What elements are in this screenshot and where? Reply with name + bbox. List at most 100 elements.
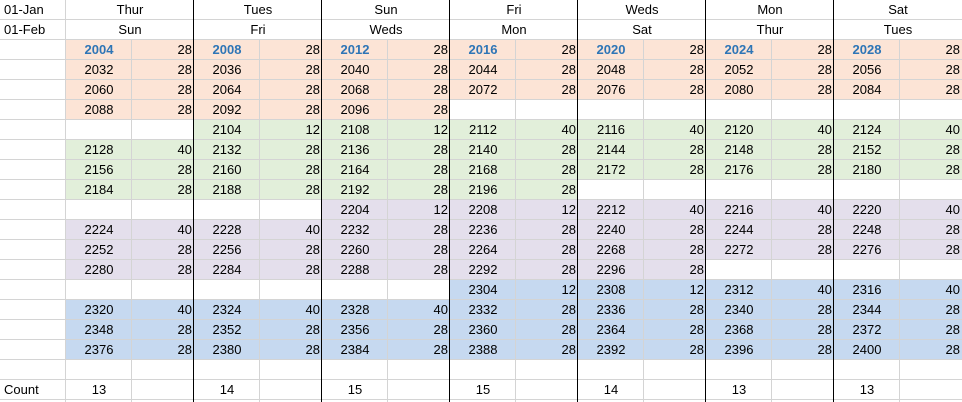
jan-weekday-header[interactable]: Tues [243,2,273,17]
count-cell[interactable]: 14 [603,382,619,397]
year-cell[interactable]: 2072 [468,82,498,97]
year-cell[interactable]: 2104 [212,122,242,137]
year-cell[interactable]: 2108 [340,122,370,137]
year-cell[interactable]: 2232 [340,222,370,237]
corner-label-feb[interactable]: 01-Feb [4,22,46,37]
days-value-cell[interactable]: 28 [817,42,832,57]
year-cell[interactable]: 2384 [340,342,370,357]
days-value-cell[interactable]: 40 [945,122,960,137]
year-cell[interactable]: 2372 [852,322,882,337]
days-value-cell[interactable]: 28 [177,102,192,117]
days-value-cell[interactable]: 28 [305,322,320,337]
year-cell[interactable]: 2020 [596,42,626,57]
year-cell[interactable]: 2260 [340,242,370,257]
feb-weekday-header[interactable]: Weds [369,22,403,37]
year-cell[interactable]: 2124 [852,122,882,137]
year-cell[interactable]: 2272 [724,242,754,257]
year-cell[interactable]: 2004 [84,42,114,57]
year-cell[interactable]: 2040 [340,62,370,77]
days-value-cell[interactable]: 28 [177,82,192,97]
days-value-cell[interactable]: 40 [817,202,832,217]
year-cell[interactable]: 2180 [852,162,882,177]
days-value-cell[interactable]: 28 [561,62,576,77]
year-cell[interactable]: 2392 [596,342,626,357]
year-cell[interactable]: 2076 [596,82,626,97]
days-value-cell[interactable]: 12 [689,282,704,297]
year-cell[interactable]: 2240 [596,222,626,237]
days-value-cell[interactable]: 28 [433,182,448,197]
days-value-cell[interactable]: 28 [433,62,448,77]
year-cell[interactable]: 2328 [340,302,370,317]
year-cell[interactable]: 2052 [724,62,754,77]
year-cell[interactable]: 2048 [596,62,626,77]
year-cell[interactable]: 2032 [84,62,114,77]
jan-weekday-header[interactable]: Sat [888,2,908,17]
days-value-cell[interactable]: 28 [177,42,192,57]
days-value-cell[interactable]: 28 [305,62,320,77]
year-cell[interactable]: 2280 [84,262,114,277]
days-value-cell[interactable]: 12 [561,282,576,297]
year-cell[interactable]: 2016 [468,42,498,57]
days-value-cell[interactable]: 28 [177,262,192,277]
days-value-cell[interactable]: 28 [305,82,320,97]
days-value-cell[interactable]: 28 [433,262,448,277]
days-value-cell[interactable]: 28 [817,342,832,357]
year-cell[interactable]: 2184 [84,182,114,197]
days-value-cell[interactable]: 12 [433,202,448,217]
year-cell[interactable]: 2348 [84,322,114,337]
days-value-cell[interactable]: 40 [945,202,960,217]
year-cell[interactable]: 2192 [340,182,370,197]
corner-label-jan[interactable]: 01-Jan [4,2,44,17]
year-cell[interactable]: 2176 [724,162,754,177]
days-value-cell[interactable]: 40 [305,302,320,317]
year-cell[interactable]: 2172 [596,162,626,177]
year-cell[interactable]: 2140 [468,142,498,157]
jan-weekday-header[interactable]: Fri [506,2,522,17]
year-cell[interactable]: 2112 [469,122,497,137]
days-value-cell[interactable]: 28 [689,162,704,177]
days-value-cell[interactable]: 28 [305,262,320,277]
count-cell[interactable]: 13 [731,382,747,397]
days-value-cell[interactable]: 28 [817,62,832,77]
days-value-cell[interactable]: 40 [177,142,192,157]
days-value-cell[interactable]: 40 [817,122,832,137]
days-value-cell[interactable]: 40 [817,282,832,297]
days-value-cell[interactable]: 40 [689,122,704,137]
days-value-cell[interactable]: 28 [305,42,320,57]
count-cell[interactable]: 13 [91,382,107,397]
year-cell[interactable]: 2044 [468,62,498,77]
days-value-cell[interactable]: 28 [945,302,960,317]
year-cell[interactable]: 2268 [596,242,626,257]
year-cell[interactable]: 2164 [340,162,370,177]
year-cell[interactable]: 2356 [340,322,370,337]
days-value-cell[interactable]: 28 [817,142,832,157]
year-cell[interactable]: 2320 [84,302,114,317]
year-cell[interactable]: 2308 [596,282,626,297]
days-value-cell[interactable]: 28 [433,222,448,237]
days-value-cell[interactable]: 40 [945,282,960,297]
feb-weekday-header[interactable]: Tues [883,22,913,37]
year-cell[interactable]: 2216 [724,202,754,217]
year-cell[interactable]: 2212 [596,202,626,217]
days-value-cell[interactable]: 28 [561,142,576,157]
days-value-cell[interactable]: 28 [305,162,320,177]
count-cell[interactable]: 15 [475,382,491,397]
year-cell[interactable]: 2008 [212,42,242,57]
days-value-cell[interactable]: 28 [177,242,192,257]
feb-weekday-header[interactable]: Fri [250,22,266,37]
year-cell[interactable]: 2296 [596,262,626,277]
days-value-cell[interactable]: 28 [433,242,448,257]
year-cell[interactable]: 2332 [468,302,498,317]
days-value-cell[interactable]: 28 [689,242,704,257]
year-cell[interactable]: 2084 [852,82,882,97]
days-value-cell[interactable]: 28 [433,342,448,357]
year-cell[interactable]: 2208 [468,202,498,217]
year-cell[interactable]: 2152 [852,142,882,157]
days-value-cell[interactable]: 28 [689,42,704,57]
feb-weekday-header[interactable]: Sun [118,22,142,37]
year-cell[interactable]: 2224 [84,222,114,237]
days-value-cell[interactable]: 28 [561,242,576,257]
days-value-cell[interactable]: 28 [305,142,320,157]
days-value-cell[interactable]: 28 [945,242,960,257]
